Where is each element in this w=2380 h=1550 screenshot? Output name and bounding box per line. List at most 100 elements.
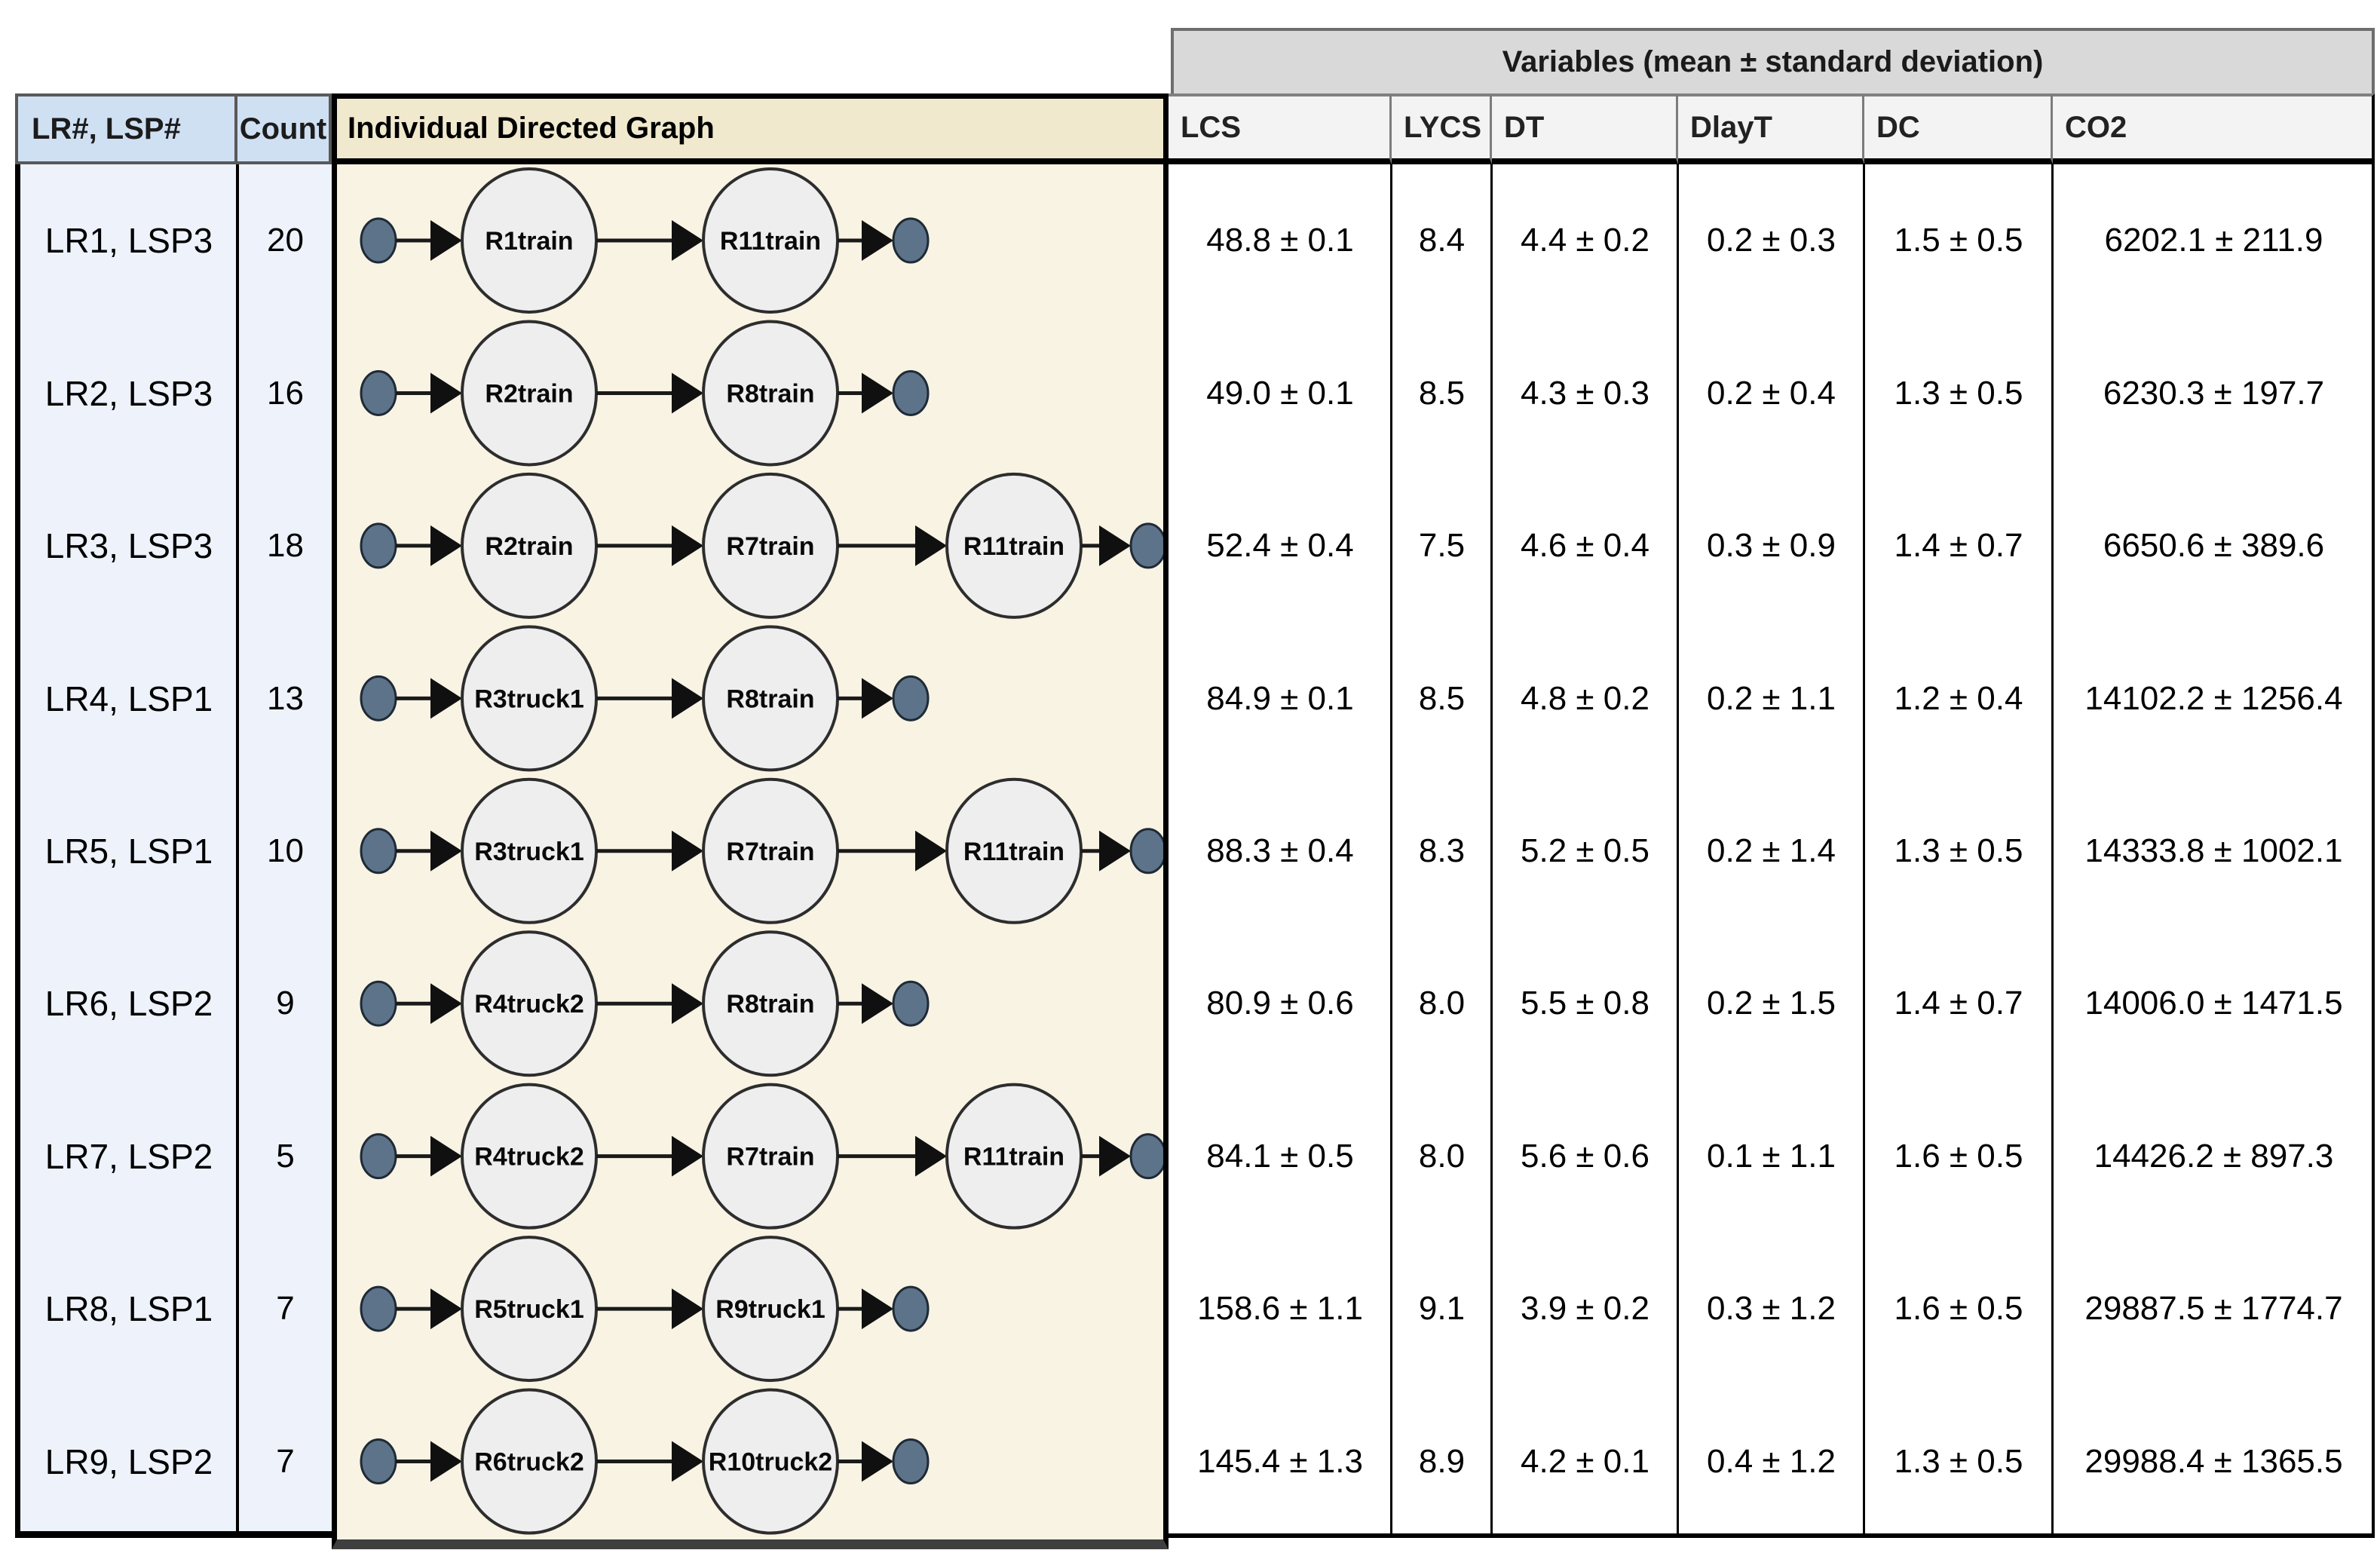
value-cell-dc: 1.6 ± 0.5 bbox=[1894, 1290, 2023, 1328]
graph-arrowhead-icon bbox=[915, 525, 947, 566]
row-label-cell: LR9, LSP2 bbox=[44, 1441, 213, 1481]
col-header-dt: DT bbox=[1492, 93, 1678, 164]
graph-node-label: R7train bbox=[726, 1143, 814, 1172]
graph-arrowhead-icon bbox=[915, 830, 947, 871]
graph-row: R2train R8train bbox=[360, 320, 930, 467]
value-cell-lycs: 8.5 bbox=[1418, 679, 1466, 717]
graph-node-label: R3truck1 bbox=[474, 685, 584, 713]
value-cell-dt: 4.8 ± 0.2 bbox=[1521, 679, 1649, 717]
value-cell-dlayt: 0.2 ± 1.5 bbox=[1707, 985, 1836, 1022]
graph-arrowhead-icon bbox=[430, 525, 462, 566]
graph-arrowhead-icon bbox=[430, 372, 462, 414]
value-cell-dt: 5.6 ± 0.6 bbox=[1521, 1137, 1649, 1175]
value-cell-dlayt: 0.2 ± 1.4 bbox=[1707, 832, 1836, 869]
graph-arrowhead-icon bbox=[430, 830, 462, 871]
row-label-cell: LR8, LSP1 bbox=[44, 1289, 213, 1329]
value-cell-lycs: 8.9 bbox=[1418, 1442, 1466, 1480]
graph-end-dot bbox=[892, 675, 930, 721]
graph-end-dot bbox=[892, 980, 930, 1027]
value-cell-co2: 14333.8 ± 1002.1 bbox=[2084, 832, 2343, 869]
graph-start-dot bbox=[360, 369, 397, 416]
value-cell-dlayt: 0.2 ± 1.1 bbox=[1707, 679, 1836, 717]
graph-node-label: R4truck2 bbox=[474, 990, 584, 1019]
value-cell-dc: 1.2 ± 0.4 bbox=[1894, 679, 2023, 717]
count-cell: 7 bbox=[276, 1442, 295, 1480]
graph-node-label: R4truck2 bbox=[474, 1143, 584, 1172]
graph-row: R2train R7train R11train bbox=[360, 472, 1163, 619]
count-cell: 20 bbox=[267, 222, 304, 259]
value-cell-lycs: 8.0 bbox=[1418, 985, 1466, 1022]
value-cell-dt: 4.3 ± 0.3 bbox=[1521, 374, 1649, 412]
col-header-count-label: Count bbox=[239, 112, 327, 146]
graph-end-dot bbox=[892, 1438, 930, 1485]
graph-start-dot bbox=[360, 675, 397, 721]
graph-node-label: R2train bbox=[485, 379, 573, 408]
divider-dlayt-dc bbox=[1863, 164, 1865, 1538]
value-cell-lycs: 8.3 bbox=[1418, 832, 1466, 869]
row-label-cell: LR7, LSP2 bbox=[44, 1136, 213, 1176]
directed-graphs-canvas: R1train R11train R2train R8train R2train R7tr… bbox=[360, 167, 1163, 1535]
col-header-dc-label: DC bbox=[1876, 110, 1920, 144]
col-header-dt-label: DT bbox=[1504, 110, 1545, 144]
graph-node-label: R7train bbox=[726, 532, 814, 561]
value-cell-dt: 4.2 ± 0.1 bbox=[1521, 1442, 1649, 1480]
graph-arrowhead-icon bbox=[672, 830, 703, 871]
value-cell-dc: 1.6 ± 0.5 bbox=[1894, 1137, 2023, 1175]
graph-arrowhead-icon bbox=[672, 1288, 703, 1330]
col-header-lycs-label: LYCS bbox=[1404, 110, 1482, 144]
divider-dt-dlayt bbox=[1677, 164, 1679, 1538]
value-cell-co2: 14006.0 ± 1471.5 bbox=[2084, 985, 2343, 1022]
col-header-co2: CO2 bbox=[2053, 93, 2375, 164]
graph-node-label: R5truck1 bbox=[474, 1295, 584, 1324]
graph-arrowhead-icon bbox=[915, 1135, 947, 1177]
value-cell-co2: 6230.3 ± 197.7 bbox=[2103, 374, 2325, 412]
value-cell-lcs: 48.8 ± 0.1 bbox=[1206, 222, 1354, 259]
graph-node-label: R8train bbox=[726, 990, 814, 1019]
value-cell-dt: 5.5 ± 0.8 bbox=[1521, 985, 1649, 1022]
value-cell-lcs: 84.9 ± 0.1 bbox=[1206, 679, 1354, 717]
value-cell-dlayt: 0.4 ± 1.2 bbox=[1707, 1442, 1836, 1480]
graph-arrowhead-icon bbox=[430, 1135, 462, 1177]
graph-node-label: R6truck2 bbox=[474, 1448, 584, 1477]
graph-arrowhead-icon bbox=[672, 678, 703, 719]
graph-end-dot bbox=[892, 217, 930, 264]
graph-arrowhead-icon bbox=[672, 983, 703, 1025]
graph-row: R6truck2 R10truck2 bbox=[360, 1388, 930, 1535]
graph-node-label: R10truck2 bbox=[709, 1448, 832, 1477]
graph-end-dot bbox=[1129, 522, 1163, 569]
graph-end-dot bbox=[1129, 1133, 1163, 1180]
graph-row: R3truck1 R7train R11train bbox=[360, 777, 1163, 924]
count-cell: 7 bbox=[276, 1290, 295, 1328]
graph-node-label: R11train bbox=[720, 227, 821, 256]
graph-arrowhead-icon bbox=[862, 1288, 893, 1330]
value-cell-lcs: 80.9 ± 0.6 bbox=[1206, 985, 1354, 1022]
value-cell-dc: 1.4 ± 0.7 bbox=[1894, 527, 2023, 565]
graph-arrowhead-icon bbox=[862, 983, 893, 1025]
value-cell-co2: 29988.4 ± 1365.5 bbox=[2084, 1442, 2343, 1480]
graph-node-label: R8train bbox=[726, 685, 814, 713]
count-cell: 18 bbox=[267, 527, 304, 565]
value-cell-dt: 4.6 ± 0.4 bbox=[1521, 527, 1649, 565]
value-cell-dc: 1.3 ± 0.5 bbox=[1894, 374, 2023, 412]
graph-end-dot bbox=[892, 1285, 930, 1332]
graph-node-label: R7train bbox=[726, 838, 814, 866]
graph-node-label: R1train bbox=[485, 227, 573, 256]
value-cell-dc: 1.4 ± 0.7 bbox=[1894, 985, 2023, 1022]
value-cell-lycs: 8.0 bbox=[1418, 1137, 1466, 1175]
graph-start-dot bbox=[360, 217, 397, 264]
col-header-lcs: LCS bbox=[1169, 93, 1392, 164]
value-cell-dc: 1.3 ± 0.5 bbox=[1894, 832, 2023, 869]
graph-row: R4truck2 R8train bbox=[360, 930, 930, 1077]
graph-row: R1train R11train bbox=[360, 167, 930, 314]
row-label-cell: LR2, LSP3 bbox=[44, 373, 213, 413]
value-cell-lcs: 145.4 ± 1.3 bbox=[1197, 1442, 1363, 1480]
value-cell-dt: 4.4 ± 0.2 bbox=[1521, 222, 1649, 259]
variables-group-header-label: Variables (mean ± standard deviation) bbox=[1502, 45, 2044, 78]
value-cell-lycs: 8.4 bbox=[1418, 222, 1466, 259]
col-header-lcs-label: LCS bbox=[1181, 110, 1241, 144]
graph-start-dot bbox=[360, 828, 397, 875]
col-header-co2-label: CO2 bbox=[2065, 110, 2127, 144]
left-columns-body bbox=[15, 164, 332, 1538]
graph-arrowhead-icon bbox=[672, 220, 703, 261]
